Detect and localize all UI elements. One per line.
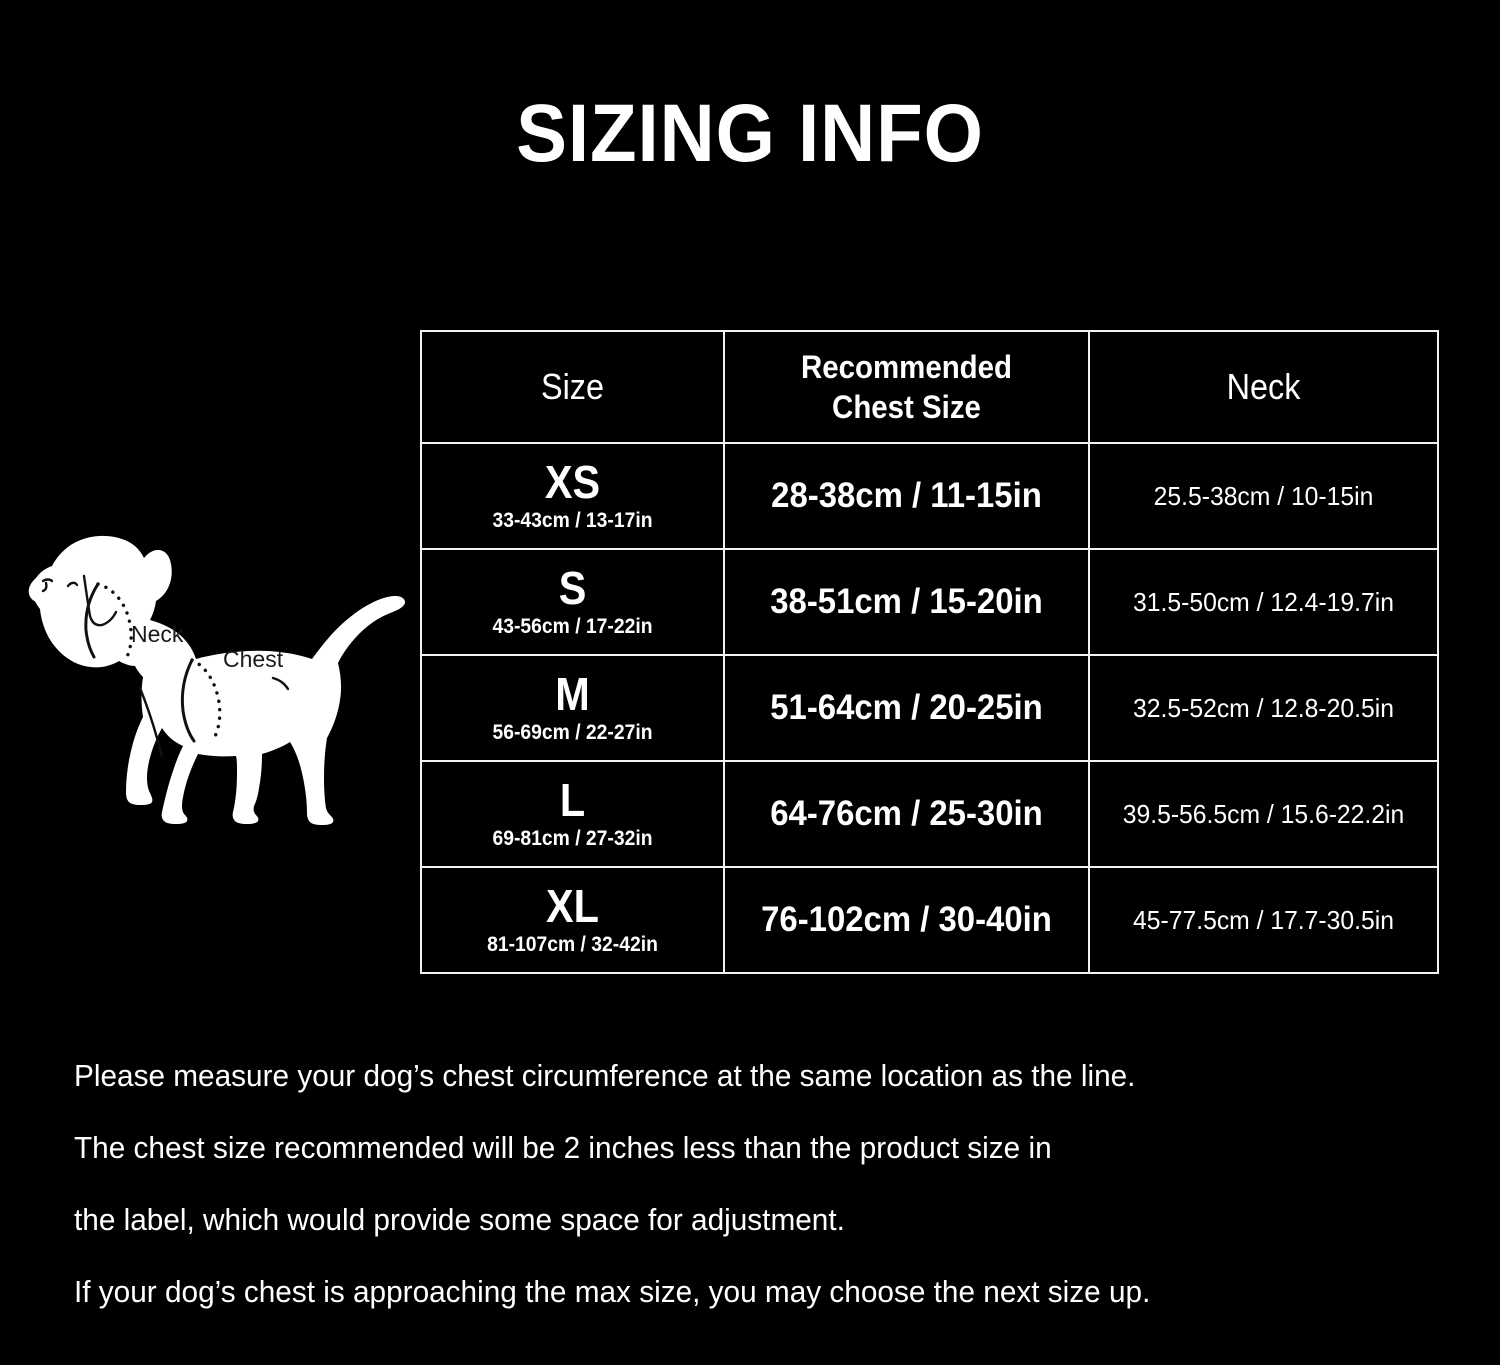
cell-neck: 45-77.5cm / 17.7-30.5in	[1088, 866, 1439, 974]
neck-value: 31.5-50cm / 12.4-19.7in	[1133, 587, 1394, 617]
note-line: The chest size recommended will be 2 inc…	[74, 1130, 1052, 1165]
table-row: XS 33-43cm / 13-17in 28-38cm / 11-15in 2…	[420, 442, 1439, 550]
neck-measure-line	[84, 582, 133, 661]
cell-neck: 39.5-56.5cm / 15.6-22.2in	[1088, 760, 1439, 868]
table-row: XL 81-107cm / 32-42in 76-102cm / 30-40in…	[420, 866, 1439, 974]
table-row: M 56-69cm / 22-27in 51-64cm / 20-25in 32…	[420, 654, 1439, 762]
notes-block: Please measure your dog’s chest circumfe…	[74, 1040, 1434, 1328]
column-header-size-label: Size	[540, 366, 605, 407]
cell-neck: 32.5-52cm / 12.8-20.5in	[1088, 654, 1439, 762]
size-range: 81-107cm / 32-42in	[487, 933, 658, 956]
size-range: 56-69cm / 22-27in	[492, 721, 653, 744]
note-line: the label, which would provide some spac…	[74, 1202, 845, 1237]
column-header-size: Size	[420, 330, 725, 444]
column-header-chest: Recommended Chest Size	[723, 330, 1090, 444]
size-range: 43-56cm / 17-22in	[492, 615, 653, 638]
cell-size: S 43-56cm / 17-22in	[420, 548, 725, 656]
cell-chest: 64-76cm / 25-30in	[723, 760, 1090, 868]
size-letter: S	[558, 562, 587, 614]
column-header-chest-line1: Recommended	[800, 349, 1013, 385]
chest-value: 38-51cm / 15-20in	[770, 582, 1043, 621]
chest-value: 28-38cm / 11-15in	[771, 476, 1042, 515]
note-line: Please measure your dog’s chest circumfe…	[74, 1058, 1136, 1093]
neck-value: 39.5-56.5cm / 15.6-22.2in	[1122, 799, 1405, 829]
chest-value: 76-102cm / 30-40in	[761, 900, 1052, 939]
cell-chest: 38-51cm / 15-20in	[723, 548, 1090, 656]
note-line: If your dog’s chest is approaching the m…	[74, 1274, 1151, 1309]
neck-label: Neck	[131, 621, 184, 647]
dog-detail-lines	[41, 574, 290, 758]
chest-label: Chest	[223, 646, 284, 672]
table-row: L 69-81cm / 27-32in 64-76cm / 25-30in 39…	[420, 760, 1439, 868]
size-letter: XL	[546, 880, 599, 932]
chest-measure-line	[180, 658, 222, 744]
dog-silhouette	[28, 535, 406, 825]
cell-size: XL 81-107cm / 32-42in	[420, 866, 725, 974]
cell-chest: 28-38cm / 11-15in	[723, 442, 1090, 550]
dog-measurement-diagram	[22, 528, 422, 848]
sizing-table: Size Recommended Chest Size Neck XS 33-4…	[420, 330, 1439, 974]
cell-neck: 25.5-38cm / 10-15in	[1088, 442, 1439, 550]
chest-value: 51-64cm / 20-25in	[770, 688, 1043, 727]
size-letter: L	[559, 774, 586, 826]
chest-value: 64-76cm / 25-30in	[770, 794, 1043, 833]
size-range: 33-43cm / 13-17in	[492, 509, 653, 532]
size-range: 69-81cm / 27-32in	[492, 827, 653, 850]
neck-value: 25.5-38cm / 10-15in	[1153, 481, 1374, 511]
cell-chest: 51-64cm / 20-25in	[723, 654, 1090, 762]
size-letter: M	[555, 668, 590, 720]
page-title: SIZING INFO	[516, 88, 984, 179]
cell-size: M 56-69cm / 22-27in	[420, 654, 725, 762]
column-header-neck: Neck	[1088, 330, 1439, 444]
neck-value: 32.5-52cm / 12.8-20.5in	[1133, 693, 1394, 723]
cell-size: L 69-81cm / 27-32in	[420, 760, 725, 868]
neck-value: 45-77.5cm / 17.7-30.5in	[1133, 905, 1394, 935]
cell-size: XS 33-43cm / 13-17in	[420, 442, 725, 550]
cell-neck: 31.5-50cm / 12.4-19.7in	[1088, 548, 1439, 656]
cell-chest: 76-102cm / 30-40in	[723, 866, 1090, 974]
table-header-row: Size Recommended Chest Size Neck	[420, 330, 1439, 444]
column-header-chest-line2: Chest Size	[832, 389, 981, 425]
size-letter: XS	[544, 456, 601, 508]
column-header-neck-label: Neck	[1226, 366, 1301, 407]
table-row: S 43-56cm / 17-22in 38-51cm / 15-20in 31…	[420, 548, 1439, 656]
